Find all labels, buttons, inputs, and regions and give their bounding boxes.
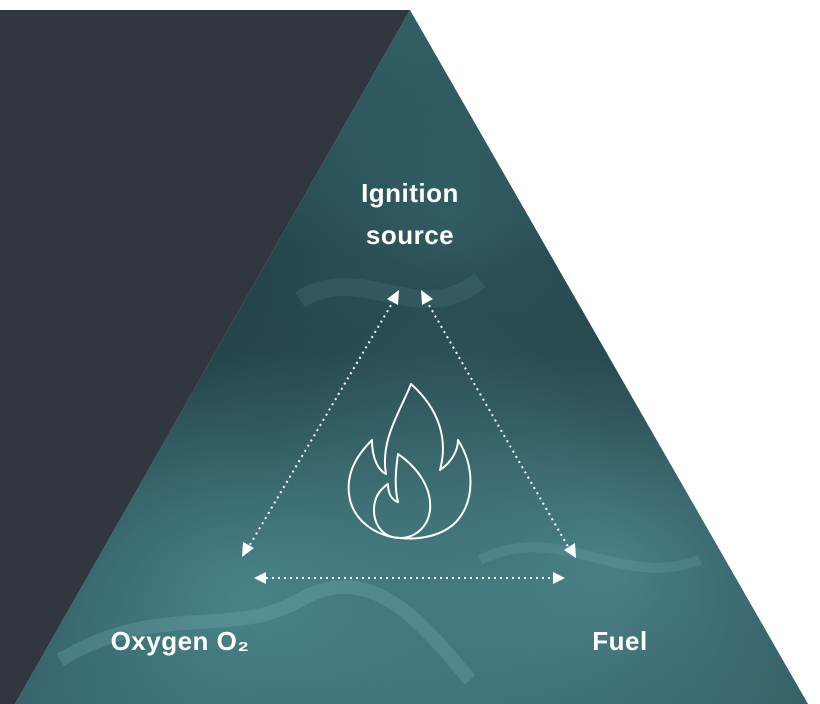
node-label: Fuel [560, 620, 680, 662]
node-label: Ignition source [330, 172, 490, 256]
fire-triangle-diagram [0, 0, 820, 704]
node-label: Oxygen O₂ [80, 620, 280, 662]
page: Ignition source Oxygen O₂ Fuel (() => { … [0, 0, 820, 704]
